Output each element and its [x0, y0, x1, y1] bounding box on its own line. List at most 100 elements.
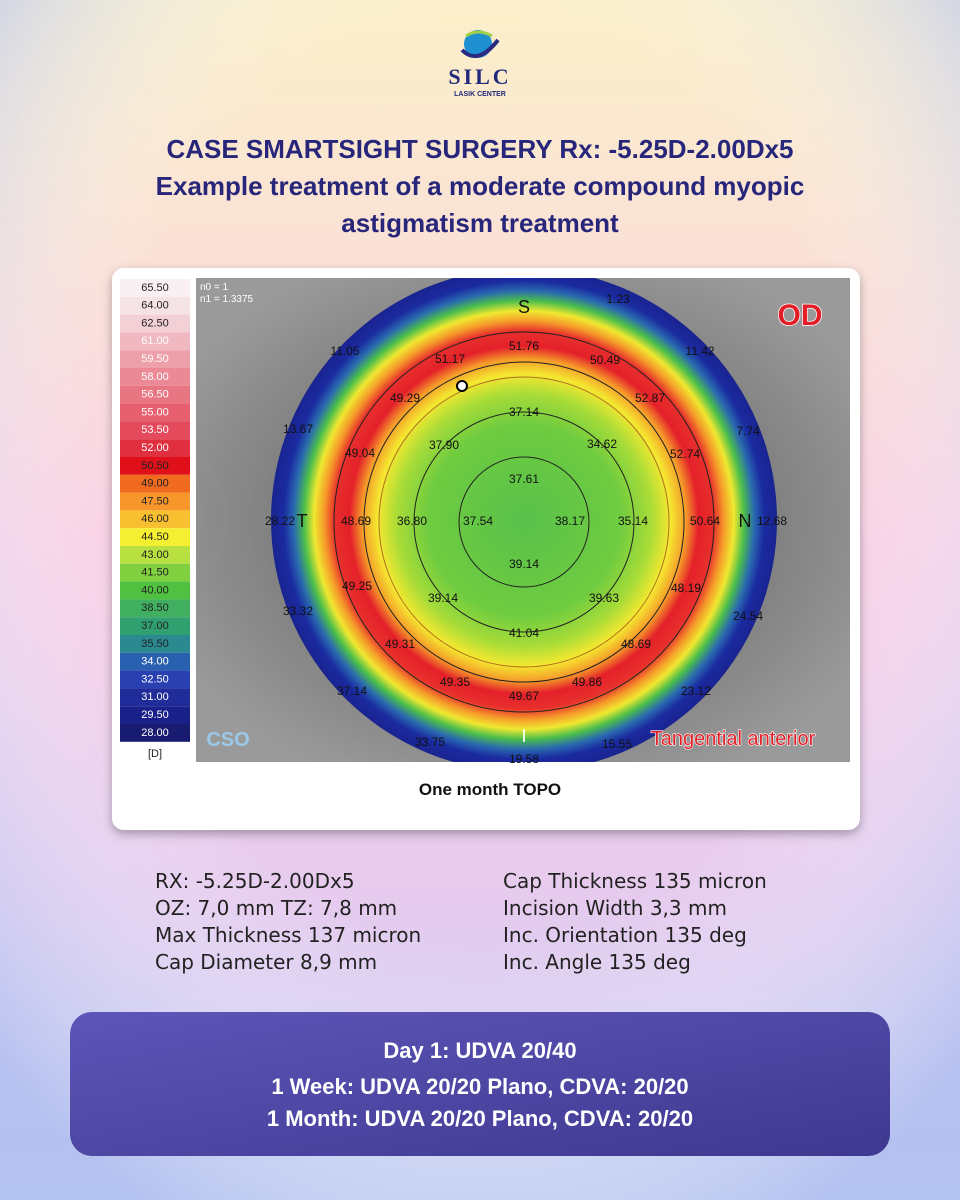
scale-label: 58.00 — [141, 371, 169, 383]
map-reading: 49.31 — [385, 637, 415, 651]
device-brand: CSO — [206, 729, 249, 751]
scale-swatch — [120, 421, 190, 440]
map-reading: 48.19 — [671, 581, 701, 595]
map-reading: 15.55 — [602, 737, 632, 751]
scale-swatch — [120, 688, 190, 707]
scale-label: 29.50 — [141, 709, 169, 721]
map-reading: 52.74 — [670, 447, 700, 461]
logo-name: SILC — [448, 64, 511, 89]
scale-label: 52.00 — [141, 442, 169, 454]
map-reading: 33.32 — [283, 604, 313, 618]
scale-label: 40.00 — [141, 584, 169, 596]
scale-label: 61.00 — [141, 335, 169, 347]
scale-swatch — [120, 546, 190, 564]
color-scale: 65.50 64.00 62.50 61.00 59.50 58.00 56.50 55.00… — [120, 279, 190, 742]
map-reading: 51.17 — [435, 352, 465, 366]
parameter: Cap Thickness 135 micron — [503, 869, 767, 893]
map-reading: 48.69 — [621, 637, 651, 651]
map-reading: 7.74 — [736, 424, 760, 438]
scale-swatch — [120, 332, 190, 351]
scale-swatch — [120, 652, 190, 671]
scale-label: 56.50 — [141, 389, 169, 401]
map-reading: 37.54 — [463, 514, 493, 528]
direction-label: N — [739, 511, 752, 531]
refractive-index: n0 = 1 — [200, 282, 229, 293]
parameter: Inc. Angle 135 deg — [503, 950, 691, 974]
map-caption: One month TOPO — [419, 780, 561, 799]
scale-swatch — [120, 581, 190, 600]
map-reading: 49.35 — [440, 675, 470, 689]
map-reading: 35.14 — [618, 514, 648, 528]
map-reading: 11.05 — [330, 344, 359, 358]
map-reading: 24.54 — [733, 609, 763, 623]
map-reading: 37.90 — [429, 438, 459, 452]
scale-swatch — [120, 368, 190, 386]
scale-swatch — [120, 314, 190, 333]
map-reading: 38.17 — [555, 514, 585, 528]
map-labels: 1.23 11.05 51.17 51.76 50.49 11.42 49.29 52.87 3… — [265, 292, 787, 766]
map-reading: 39.14 — [428, 591, 458, 605]
scale-label: 46.00 — [141, 513, 169, 525]
map-reading: 41.04 — [509, 626, 539, 640]
map-reading: 49.67 — [509, 689, 539, 703]
parameter: Max Thickness 137 micron — [155, 923, 421, 947]
scale-swatch — [120, 403, 190, 422]
scale-swatch — [120, 385, 190, 404]
scale-label: 64.00 — [141, 300, 169, 312]
result-line: 1 Month: UDVA 20/20 Plano, CDVA: 20/20 — [267, 1106, 693, 1131]
scale-swatch — [120, 296, 190, 315]
map-reading: 34.62 — [587, 437, 617, 451]
scale-swatch — [120, 563, 190, 582]
direction-label: S — [518, 297, 530, 317]
scale-label: 34.00 — [141, 656, 169, 668]
direction-label: I — [521, 726, 526, 746]
scale-label: 28.00 — [141, 727, 169, 739]
map-reading: 51.76 — [509, 339, 539, 353]
map-reading: 11.42 — [685, 344, 714, 358]
parameter: Incision Width 3,3 mm — [503, 896, 727, 920]
scale-label: 44.50 — [141, 531, 169, 543]
map-reading: 49.25 — [342, 579, 372, 593]
scale-label: 53.50 — [141, 424, 169, 436]
logo-emblem — [460, 30, 500, 59]
eye-label: OD — [778, 299, 823, 332]
scale-swatch — [120, 350, 190, 368]
scale-label: 32.50 — [141, 673, 169, 685]
scale-swatch — [120, 617, 190, 635]
map-reading: 50.49 — [590, 353, 620, 367]
scale-swatch — [120, 474, 190, 493]
scale-label: 43.00 — [141, 549, 169, 561]
map-reading: 33.75 — [415, 735, 445, 749]
scale-label: 31.00 — [141, 691, 169, 703]
scale-label: 50.50 — [141, 460, 169, 472]
map-reading: 37.61 — [509, 472, 539, 486]
scale-label: 65.50 — [141, 282, 169, 294]
map-reading: 49.86 — [572, 675, 602, 689]
map-reading: 23.12 — [681, 684, 711, 698]
map-reading: 1.23 — [606, 292, 630, 306]
result-line: Day 1: UDVA 20/40 — [383, 1038, 576, 1063]
title-line: astigmatism treatment — [341, 208, 619, 238]
scale-label: 41.50 — [141, 567, 169, 579]
parameter: Cap Diameter 8,9 mm — [155, 950, 377, 974]
scale-label: 37.00 — [141, 620, 169, 632]
title-line: CASE SMARTSIGHT SURGERY Rx: -5.25D-2.00D… — [166, 134, 793, 164]
scale-swatch — [120, 439, 190, 457]
map-reading: 13.67 — [283, 422, 313, 436]
scale-label: 62.50 — [141, 317, 169, 329]
topography-map — [196, 278, 850, 762]
scale-swatch — [120, 724, 190, 742]
result-line: 1 Week: UDVA 20/20 Plano, CDVA: 20/20 — [271, 1074, 688, 1099]
title-line: Example treatment of a moderate compound… — [156, 171, 805, 201]
map-reading: 49.29 — [390, 391, 420, 405]
map-reading: 28.22 — [265, 514, 295, 528]
scale-swatch — [120, 279, 190, 297]
scale-label: 38.50 — [141, 602, 169, 614]
parameter: OZ: 7,0 mm TZ: 7,8 mm — [155, 896, 397, 920]
map-type: Tangential anterior — [651, 728, 816, 750]
scale-label: 49.00 — [141, 478, 169, 490]
refractive-index: n1 = 1.3375 — [200, 294, 254, 305]
parameters: RX: -5.25D-2.00Dx5 OZ: 7,0 mm TZ: 7,8 mm M… — [155, 869, 767, 974]
scale-swatch — [120, 492, 190, 511]
